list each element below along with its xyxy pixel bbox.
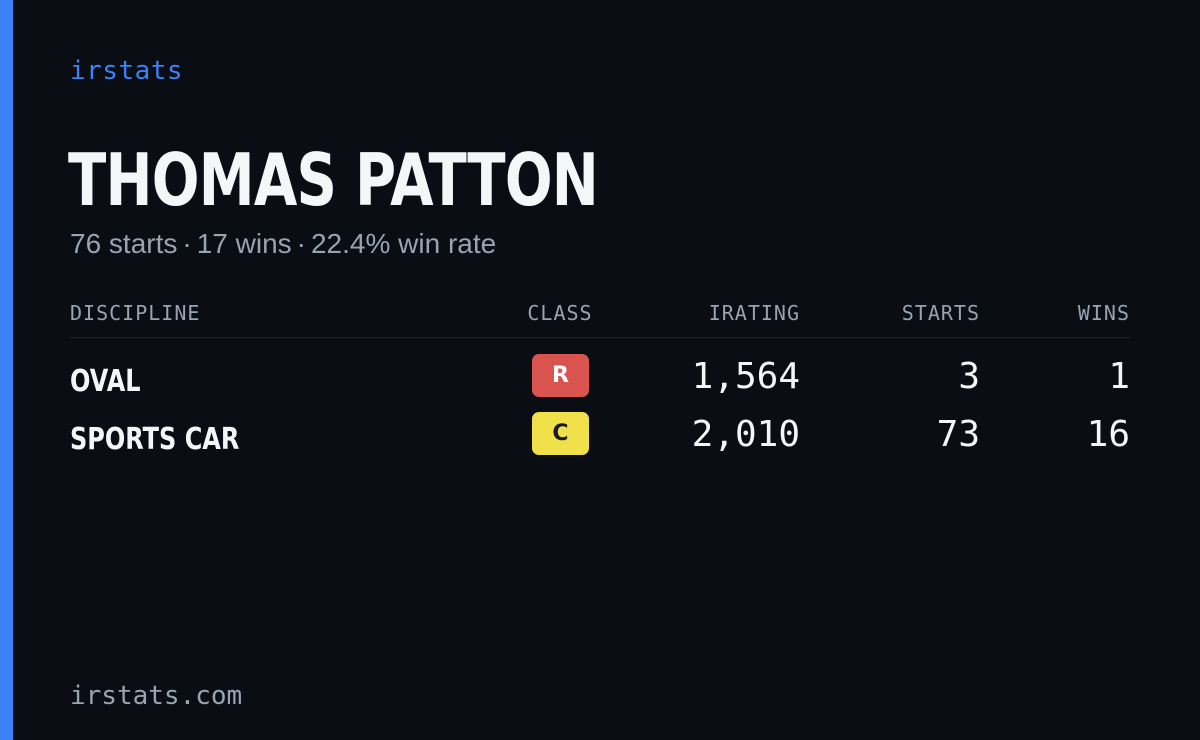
summary-separator: ·: [296, 228, 306, 259]
table-row: OVAL R 1,564 3 1: [70, 354, 1130, 404]
starts-value: 73: [936, 414, 980, 455]
header-irating: IRATING: [708, 301, 800, 325]
wins-value: 16: [1086, 414, 1130, 455]
discipline-name: SPORTS CAR: [70, 422, 240, 457]
irating-value: 1,564: [691, 356, 800, 397]
class-badge: C: [532, 412, 589, 455]
irating-value: 2,010: [691, 414, 800, 455]
discipline-name: OVAL: [70, 364, 141, 399]
table-row: SPORTS CAR C 2,010 73 16: [70, 412, 1130, 462]
player-name: THOMAS PATTON: [68, 138, 599, 222]
accent-bar: [0, 0, 13, 740]
header-wins: WINS: [1077, 301, 1130, 325]
header-starts: STARTS: [901, 301, 980, 325]
starts-summary: 76 starts: [70, 228, 178, 259]
win-rate-summary: 22.4% win rate: [310, 228, 497, 259]
header-class: CLASS: [527, 301, 593, 325]
stats-table-header: DISCIPLINE CLASS IRATING STARTS WINS: [70, 301, 1130, 338]
starts-value: 3: [958, 356, 980, 397]
brand-logo: irstats: [70, 56, 184, 86]
wins-summary: 17 wins: [196, 228, 292, 259]
header-discipline: DISCIPLINE: [70, 301, 201, 325]
footer-url: irstats.com: [70, 681, 243, 711]
class-badge: R: [532, 354, 589, 397]
wins-value: 1: [1108, 356, 1130, 397]
summary-separator: ·: [182, 228, 192, 259]
player-summary: 76 starts · 17 wins · 22.4% win rate: [70, 228, 496, 260]
